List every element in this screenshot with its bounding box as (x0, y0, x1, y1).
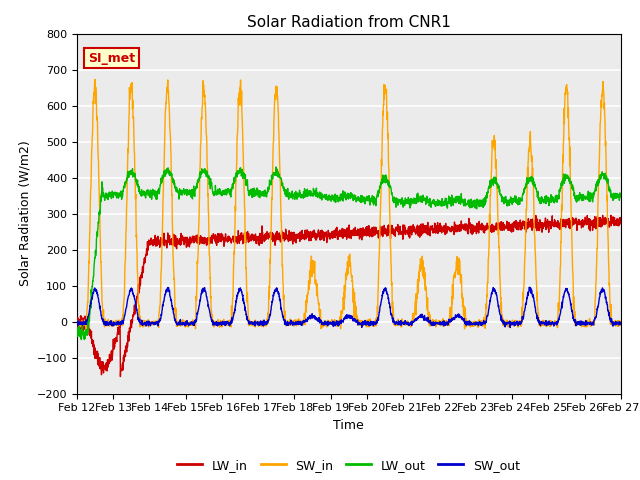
Y-axis label: Solar Radiation (W/m2): Solar Radiation (W/m2) (18, 141, 31, 287)
Title: Solar Radiation from CNR1: Solar Radiation from CNR1 (247, 15, 451, 30)
X-axis label: Time: Time (333, 419, 364, 432)
Text: SI_met: SI_met (88, 51, 135, 65)
Legend: LW_in, SW_in, LW_out, SW_out: LW_in, SW_in, LW_out, SW_out (172, 454, 525, 477)
